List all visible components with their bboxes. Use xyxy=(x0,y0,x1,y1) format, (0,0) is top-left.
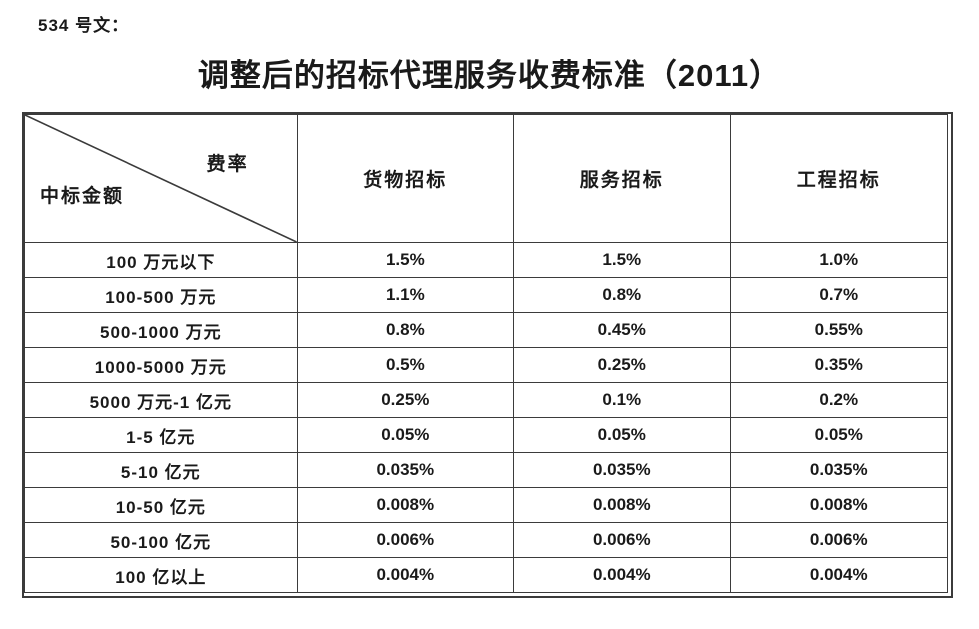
rate-cell: 0.008% xyxy=(513,487,731,523)
document-number-label: 534 号文： xyxy=(38,16,130,35)
column-header-engineering: 工程招标 xyxy=(729,114,949,243)
rate-cell: 0.004% xyxy=(513,557,731,593)
corner-label-rate: 费率 xyxy=(206,154,249,175)
rate-cell: 0.25% xyxy=(296,382,515,418)
table-row: 5-10 亿元 0.035% 0.035% 0.035% xyxy=(24,452,949,488)
fee-table-frame: 费率 中标金额 货物招标 服务招标 工程招标 100 万元以下 1.5% 1.5… xyxy=(22,112,953,598)
amount-cell: 100 亿以上 xyxy=(24,557,298,593)
table-row: 1-5 亿元 0.05% 0.05% 0.05% xyxy=(24,417,949,453)
rate-cell: 0.7% xyxy=(729,277,949,313)
rate-cell: 0.006% xyxy=(296,522,515,558)
amount-cell: 1-5 亿元 xyxy=(24,417,298,453)
rate-cell: 0.8% xyxy=(296,312,515,348)
table-header-row: 费率 中标金额 货物招标 服务招标 工程招标 xyxy=(24,114,949,243)
rate-cell: 0.008% xyxy=(729,487,949,523)
rate-cell: 0.008% xyxy=(296,487,515,523)
rate-cell: 0.006% xyxy=(729,522,949,558)
corner-label-bid-amount: 中标金额 xyxy=(40,186,125,207)
rate-cell: 1.5% xyxy=(513,242,731,278)
rate-cell: 1.0% xyxy=(729,242,949,278)
rate-cell: 0.8% xyxy=(513,277,731,313)
table-row: 10-50 亿元 0.008% 0.008% 0.008% xyxy=(24,487,949,523)
amount-cell: 50-100 亿元 xyxy=(24,522,298,558)
rate-cell: 0.2% xyxy=(729,382,949,418)
diagonal-divider-line xyxy=(25,115,297,242)
rate-cell: 0.004% xyxy=(296,557,515,593)
amount-cell: 10-50 亿元 xyxy=(24,487,298,523)
amount-cell: 500-1000 万元 xyxy=(24,312,298,348)
rate-cell: 0.035% xyxy=(296,452,515,488)
diagonal-corner-cell: 费率 中标金额 xyxy=(24,114,298,243)
rate-cell: 0.006% xyxy=(513,522,731,558)
rate-cell: 0.35% xyxy=(729,347,949,383)
table-row: 100-500 万元 1.1% 0.8% 0.7% xyxy=(24,277,949,313)
amount-cell: 100 万元以下 xyxy=(24,242,298,278)
table-row: 50-100 亿元 0.006% 0.006% 0.006% xyxy=(24,522,949,558)
page-title: 调整后的招标代理服务收费标准（2011） xyxy=(197,58,782,93)
rate-cell: 0.05% xyxy=(513,417,731,453)
table-row: 5000 万元-1 亿元 0.25% 0.1% 0.2% xyxy=(24,382,949,418)
rate-cell: 0.05% xyxy=(296,417,515,453)
rate-cell: 0.004% xyxy=(729,557,949,593)
amount-cell: 5000 万元-1 亿元 xyxy=(24,382,298,418)
table-row: 100 亿以上 0.004% 0.004% 0.004% xyxy=(24,557,949,593)
fee-table: 费率 中标金额 货物招标 服务招标 工程招标 100 万元以下 1.5% 1.5… xyxy=(24,114,949,593)
rate-cell: 1.1% xyxy=(296,277,515,313)
amount-cell: 5-10 亿元 xyxy=(24,452,298,488)
column-header-goods: 货物招标 xyxy=(296,114,515,243)
rate-cell: 1.5% xyxy=(296,242,515,278)
table-row: 1000-5000 万元 0.5% 0.25% 0.35% xyxy=(24,347,949,383)
table-row: 100 万元以下 1.5% 1.5% 1.0% xyxy=(24,242,949,278)
rate-cell: 0.5% xyxy=(296,347,515,383)
rate-cell: 0.035% xyxy=(513,452,731,488)
amount-cell: 1000-5000 万元 xyxy=(24,347,298,383)
rate-cell: 0.55% xyxy=(729,312,949,348)
rate-cell: 0.05% xyxy=(729,417,949,453)
column-header-service: 服务招标 xyxy=(513,114,731,243)
table-row: 500-1000 万元 0.8% 0.45% 0.55% xyxy=(24,312,949,348)
rate-cell: 0.1% xyxy=(513,382,731,418)
rate-cell: 0.25% xyxy=(513,347,731,383)
amount-cell: 100-500 万元 xyxy=(24,277,298,313)
rate-cell: 0.035% xyxy=(729,452,949,488)
rate-cell: 0.45% xyxy=(513,312,731,348)
